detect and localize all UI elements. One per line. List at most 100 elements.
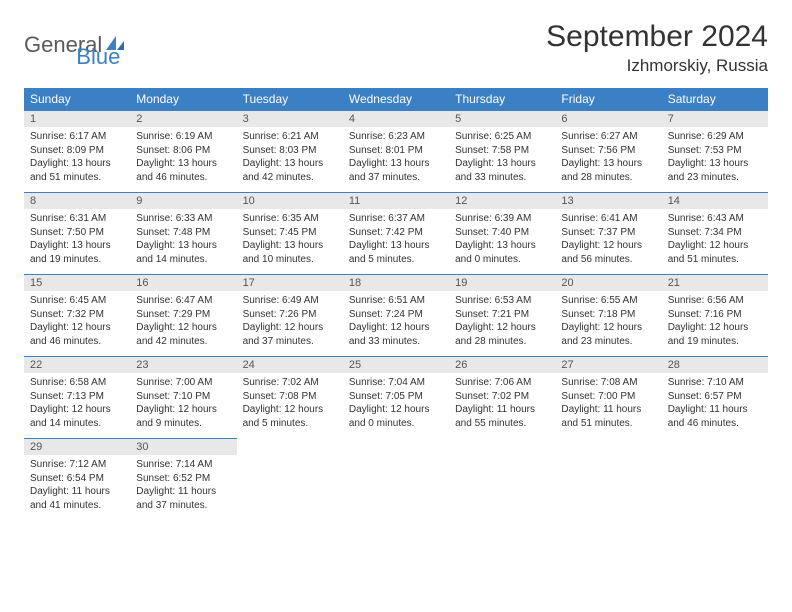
weekday-header: Monday bbox=[130, 88, 236, 111]
logo-text-blue: Blue bbox=[76, 44, 120, 70]
day-body: Sunrise: 7:08 AMSunset: 7:00 PMDaylight:… bbox=[555, 373, 661, 436]
weekday-header-row: Sunday Monday Tuesday Wednesday Thursday… bbox=[24, 88, 768, 111]
day-body: Sunrise: 6:37 AMSunset: 7:42 PMDaylight:… bbox=[343, 209, 449, 272]
calendar-cell: 21Sunrise: 6:56 AMSunset: 7:16 PMDayligh… bbox=[662, 275, 768, 357]
day-body: Sunrise: 6:41 AMSunset: 7:37 PMDaylight:… bbox=[555, 209, 661, 272]
day-body: Sunrise: 6:51 AMSunset: 7:24 PMDaylight:… bbox=[343, 291, 449, 354]
day-number: 7 bbox=[662, 111, 768, 127]
day-body: Sunrise: 6:47 AMSunset: 7:29 PMDaylight:… bbox=[130, 291, 236, 354]
day-body: Sunrise: 6:45 AMSunset: 7:32 PMDaylight:… bbox=[24, 291, 130, 354]
day-body: Sunrise: 7:06 AMSunset: 7:02 PMDaylight:… bbox=[449, 373, 555, 436]
calendar-row: 22Sunrise: 6:58 AMSunset: 7:13 PMDayligh… bbox=[24, 357, 768, 439]
day-body: Sunrise: 6:39 AMSunset: 7:40 PMDaylight:… bbox=[449, 209, 555, 272]
calendar-row: 15Sunrise: 6:45 AMSunset: 7:32 PMDayligh… bbox=[24, 275, 768, 357]
calendar-cell: 28Sunrise: 7:10 AMSunset: 6:57 PMDayligh… bbox=[662, 357, 768, 439]
calendar-cell: 19Sunrise: 6:53 AMSunset: 7:21 PMDayligh… bbox=[449, 275, 555, 357]
calendar-cell bbox=[237, 439, 343, 521]
weekday-header: Thursday bbox=[449, 88, 555, 111]
day-number: 29 bbox=[24, 439, 130, 455]
calendar-cell bbox=[449, 439, 555, 521]
day-number: 11 bbox=[343, 193, 449, 209]
day-body: Sunrise: 6:21 AMSunset: 8:03 PMDaylight:… bbox=[237, 127, 343, 190]
calendar-cell: 5Sunrise: 6:25 AMSunset: 7:58 PMDaylight… bbox=[449, 111, 555, 193]
calendar-cell: 2Sunrise: 6:19 AMSunset: 8:06 PMDaylight… bbox=[130, 111, 236, 193]
day-number: 8 bbox=[24, 193, 130, 209]
day-body: Sunrise: 7:02 AMSunset: 7:08 PMDaylight:… bbox=[237, 373, 343, 436]
calendar-cell: 7Sunrise: 6:29 AMSunset: 7:53 PMDaylight… bbox=[662, 111, 768, 193]
calendar-cell: 8Sunrise: 6:31 AMSunset: 7:50 PMDaylight… bbox=[24, 193, 130, 275]
calendar-cell: 18Sunrise: 6:51 AMSunset: 7:24 PMDayligh… bbox=[343, 275, 449, 357]
weekday-header: Sunday bbox=[24, 88, 130, 111]
day-body: Sunrise: 6:58 AMSunset: 7:13 PMDaylight:… bbox=[24, 373, 130, 436]
calendar-row: 1Sunrise: 6:17 AMSunset: 8:09 PMDaylight… bbox=[24, 111, 768, 193]
day-number: 22 bbox=[24, 357, 130, 373]
calendar-cell: 6Sunrise: 6:27 AMSunset: 7:56 PMDaylight… bbox=[555, 111, 661, 193]
day-number: 28 bbox=[662, 357, 768, 373]
calendar-cell: 12Sunrise: 6:39 AMSunset: 7:40 PMDayligh… bbox=[449, 193, 555, 275]
logo: General Blue bbox=[24, 20, 120, 70]
day-number: 9 bbox=[130, 193, 236, 209]
day-number: 5 bbox=[449, 111, 555, 127]
day-body: Sunrise: 6:49 AMSunset: 7:26 PMDaylight:… bbox=[237, 291, 343, 354]
day-number: 26 bbox=[449, 357, 555, 373]
day-number: 17 bbox=[237, 275, 343, 291]
weekday-header: Friday bbox=[555, 88, 661, 111]
calendar-cell: 26Sunrise: 7:06 AMSunset: 7:02 PMDayligh… bbox=[449, 357, 555, 439]
day-number: 21 bbox=[662, 275, 768, 291]
day-body: Sunrise: 6:23 AMSunset: 8:01 PMDaylight:… bbox=[343, 127, 449, 190]
day-number: 24 bbox=[237, 357, 343, 373]
day-number: 13 bbox=[555, 193, 661, 209]
day-body: Sunrise: 6:19 AMSunset: 8:06 PMDaylight:… bbox=[130, 127, 236, 190]
day-body: Sunrise: 6:17 AMSunset: 8:09 PMDaylight:… bbox=[24, 127, 130, 190]
day-body: Sunrise: 6:27 AMSunset: 7:56 PMDaylight:… bbox=[555, 127, 661, 190]
calendar-cell: 14Sunrise: 6:43 AMSunset: 7:34 PMDayligh… bbox=[662, 193, 768, 275]
calendar-cell: 9Sunrise: 6:33 AMSunset: 7:48 PMDaylight… bbox=[130, 193, 236, 275]
day-number: 20 bbox=[555, 275, 661, 291]
day-body: Sunrise: 6:25 AMSunset: 7:58 PMDaylight:… bbox=[449, 127, 555, 190]
calendar-cell: 10Sunrise: 6:35 AMSunset: 7:45 PMDayligh… bbox=[237, 193, 343, 275]
calendar-cell: 22Sunrise: 6:58 AMSunset: 7:13 PMDayligh… bbox=[24, 357, 130, 439]
day-number: 30 bbox=[130, 439, 236, 455]
day-body: Sunrise: 6:33 AMSunset: 7:48 PMDaylight:… bbox=[130, 209, 236, 272]
day-number: 27 bbox=[555, 357, 661, 373]
day-number: 6 bbox=[555, 111, 661, 127]
calendar-cell: 17Sunrise: 6:49 AMSunset: 7:26 PMDayligh… bbox=[237, 275, 343, 357]
day-body: Sunrise: 7:00 AMSunset: 7:10 PMDaylight:… bbox=[130, 373, 236, 436]
day-number: 12 bbox=[449, 193, 555, 209]
calendar-cell: 29Sunrise: 7:12 AMSunset: 6:54 PMDayligh… bbox=[24, 439, 130, 521]
calendar-body: 1Sunrise: 6:17 AMSunset: 8:09 PMDaylight… bbox=[24, 111, 768, 521]
day-body: Sunrise: 6:55 AMSunset: 7:18 PMDaylight:… bbox=[555, 291, 661, 354]
day-body: Sunrise: 6:53 AMSunset: 7:21 PMDaylight:… bbox=[449, 291, 555, 354]
title-block: September 2024 Izhmorskiy, Russia bbox=[546, 20, 768, 76]
day-body: Sunrise: 7:12 AMSunset: 6:54 PMDaylight:… bbox=[24, 455, 130, 518]
day-number: 25 bbox=[343, 357, 449, 373]
calendar-cell: 16Sunrise: 6:47 AMSunset: 7:29 PMDayligh… bbox=[130, 275, 236, 357]
calendar-cell bbox=[343, 439, 449, 521]
calendar-cell: 24Sunrise: 7:02 AMSunset: 7:08 PMDayligh… bbox=[237, 357, 343, 439]
day-number: 2 bbox=[130, 111, 236, 127]
weekday-header: Tuesday bbox=[237, 88, 343, 111]
weekday-header: Saturday bbox=[662, 88, 768, 111]
calendar-cell: 13Sunrise: 6:41 AMSunset: 7:37 PMDayligh… bbox=[555, 193, 661, 275]
header: General Blue September 2024 Izhmorskiy, … bbox=[24, 20, 768, 76]
day-body: Sunrise: 7:10 AMSunset: 6:57 PMDaylight:… bbox=[662, 373, 768, 436]
month-title: September 2024 bbox=[546, 20, 768, 54]
calendar-cell: 11Sunrise: 6:37 AMSunset: 7:42 PMDayligh… bbox=[343, 193, 449, 275]
day-number: 16 bbox=[130, 275, 236, 291]
location: Izhmorskiy, Russia bbox=[546, 56, 768, 76]
calendar-cell: 23Sunrise: 7:00 AMSunset: 7:10 PMDayligh… bbox=[130, 357, 236, 439]
calendar-cell: 25Sunrise: 7:04 AMSunset: 7:05 PMDayligh… bbox=[343, 357, 449, 439]
day-body: Sunrise: 7:14 AMSunset: 6:52 PMDaylight:… bbox=[130, 455, 236, 518]
day-body: Sunrise: 6:35 AMSunset: 7:45 PMDaylight:… bbox=[237, 209, 343, 272]
day-number: 1 bbox=[24, 111, 130, 127]
calendar-row: 8Sunrise: 6:31 AMSunset: 7:50 PMDaylight… bbox=[24, 193, 768, 275]
day-body: Sunrise: 7:04 AMSunset: 7:05 PMDaylight:… bbox=[343, 373, 449, 436]
calendar-cell: 4Sunrise: 6:23 AMSunset: 8:01 PMDaylight… bbox=[343, 111, 449, 193]
calendar-cell bbox=[555, 439, 661, 521]
calendar-cell: 1Sunrise: 6:17 AMSunset: 8:09 PMDaylight… bbox=[24, 111, 130, 193]
calendar-cell: 20Sunrise: 6:55 AMSunset: 7:18 PMDayligh… bbox=[555, 275, 661, 357]
day-number: 4 bbox=[343, 111, 449, 127]
day-body: Sunrise: 6:29 AMSunset: 7:53 PMDaylight:… bbox=[662, 127, 768, 190]
calendar-cell: 3Sunrise: 6:21 AMSunset: 8:03 PMDaylight… bbox=[237, 111, 343, 193]
day-number: 14 bbox=[662, 193, 768, 209]
